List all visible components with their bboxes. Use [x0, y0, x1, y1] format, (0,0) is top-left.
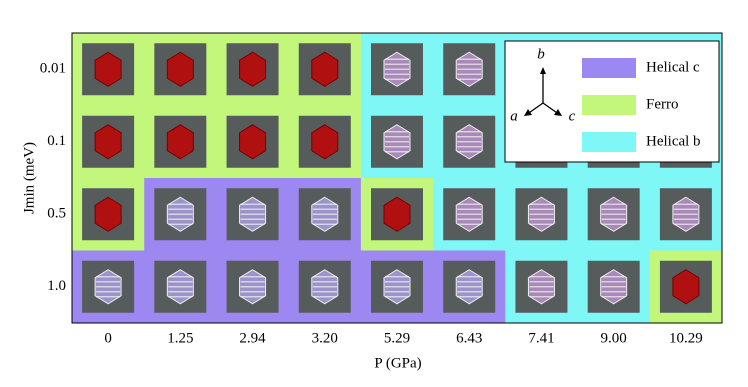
spin-icon-cube [311, 51, 339, 87]
x-tick-label: 10.29 [669, 330, 703, 346]
inset-axis-label: b [537, 46, 545, 62]
x-tick-label: 1.25 [167, 330, 193, 346]
x-tick-label: 6.43 [456, 330, 482, 346]
inset-axis-label: a [510, 108, 518, 124]
inset-arrow [554, 109, 562, 116]
x-axis-label: P (GPa) [374, 355, 421, 371]
spin-icon-cube [94, 51, 122, 87]
x-tick-label: 7.41 [528, 330, 554, 346]
spin-icon-cube [383, 196, 411, 232]
spin-icon-cube [672, 269, 700, 305]
y-tick-label: 0.1 [47, 133, 66, 149]
spin-icon-cube [239, 51, 267, 87]
x-tick-label: 2.94 [239, 330, 266, 346]
plot-frame [71, 32, 723, 324]
x-tick-label: 0 [104, 330, 112, 346]
y-tick-label: 0.5 [47, 206, 66, 222]
legend-label: Ferro [646, 96, 679, 112]
spin-icon-cube [311, 124, 339, 160]
legend-swatch [582, 132, 636, 152]
x-tick-label: 3.20 [312, 330, 338, 346]
spin-icon-cube [166, 124, 194, 160]
legend-swatch [582, 58, 636, 78]
y-tick-label: 1.0 [47, 278, 66, 294]
spin-icon-cube [166, 51, 194, 87]
x-tick-label: 9.00 [601, 330, 627, 346]
spin-icon-cube [239, 124, 267, 160]
x-tick-label: 5.29 [384, 330, 410, 346]
inset-axis-label: c [569, 108, 576, 124]
inset-arrow [524, 109, 532, 116]
legend-swatch [582, 95, 636, 115]
y-tick-label: 0.01 [40, 61, 66, 77]
y-axis-label: Jmin (meV) [21, 142, 37, 214]
spin-icon-cube [94, 124, 122, 160]
spin-icon-cube [94, 196, 122, 232]
legend-label: Helical b [646, 133, 701, 149]
inset-arrow [540, 67, 546, 74]
legend-label: Helical c [646, 59, 700, 75]
